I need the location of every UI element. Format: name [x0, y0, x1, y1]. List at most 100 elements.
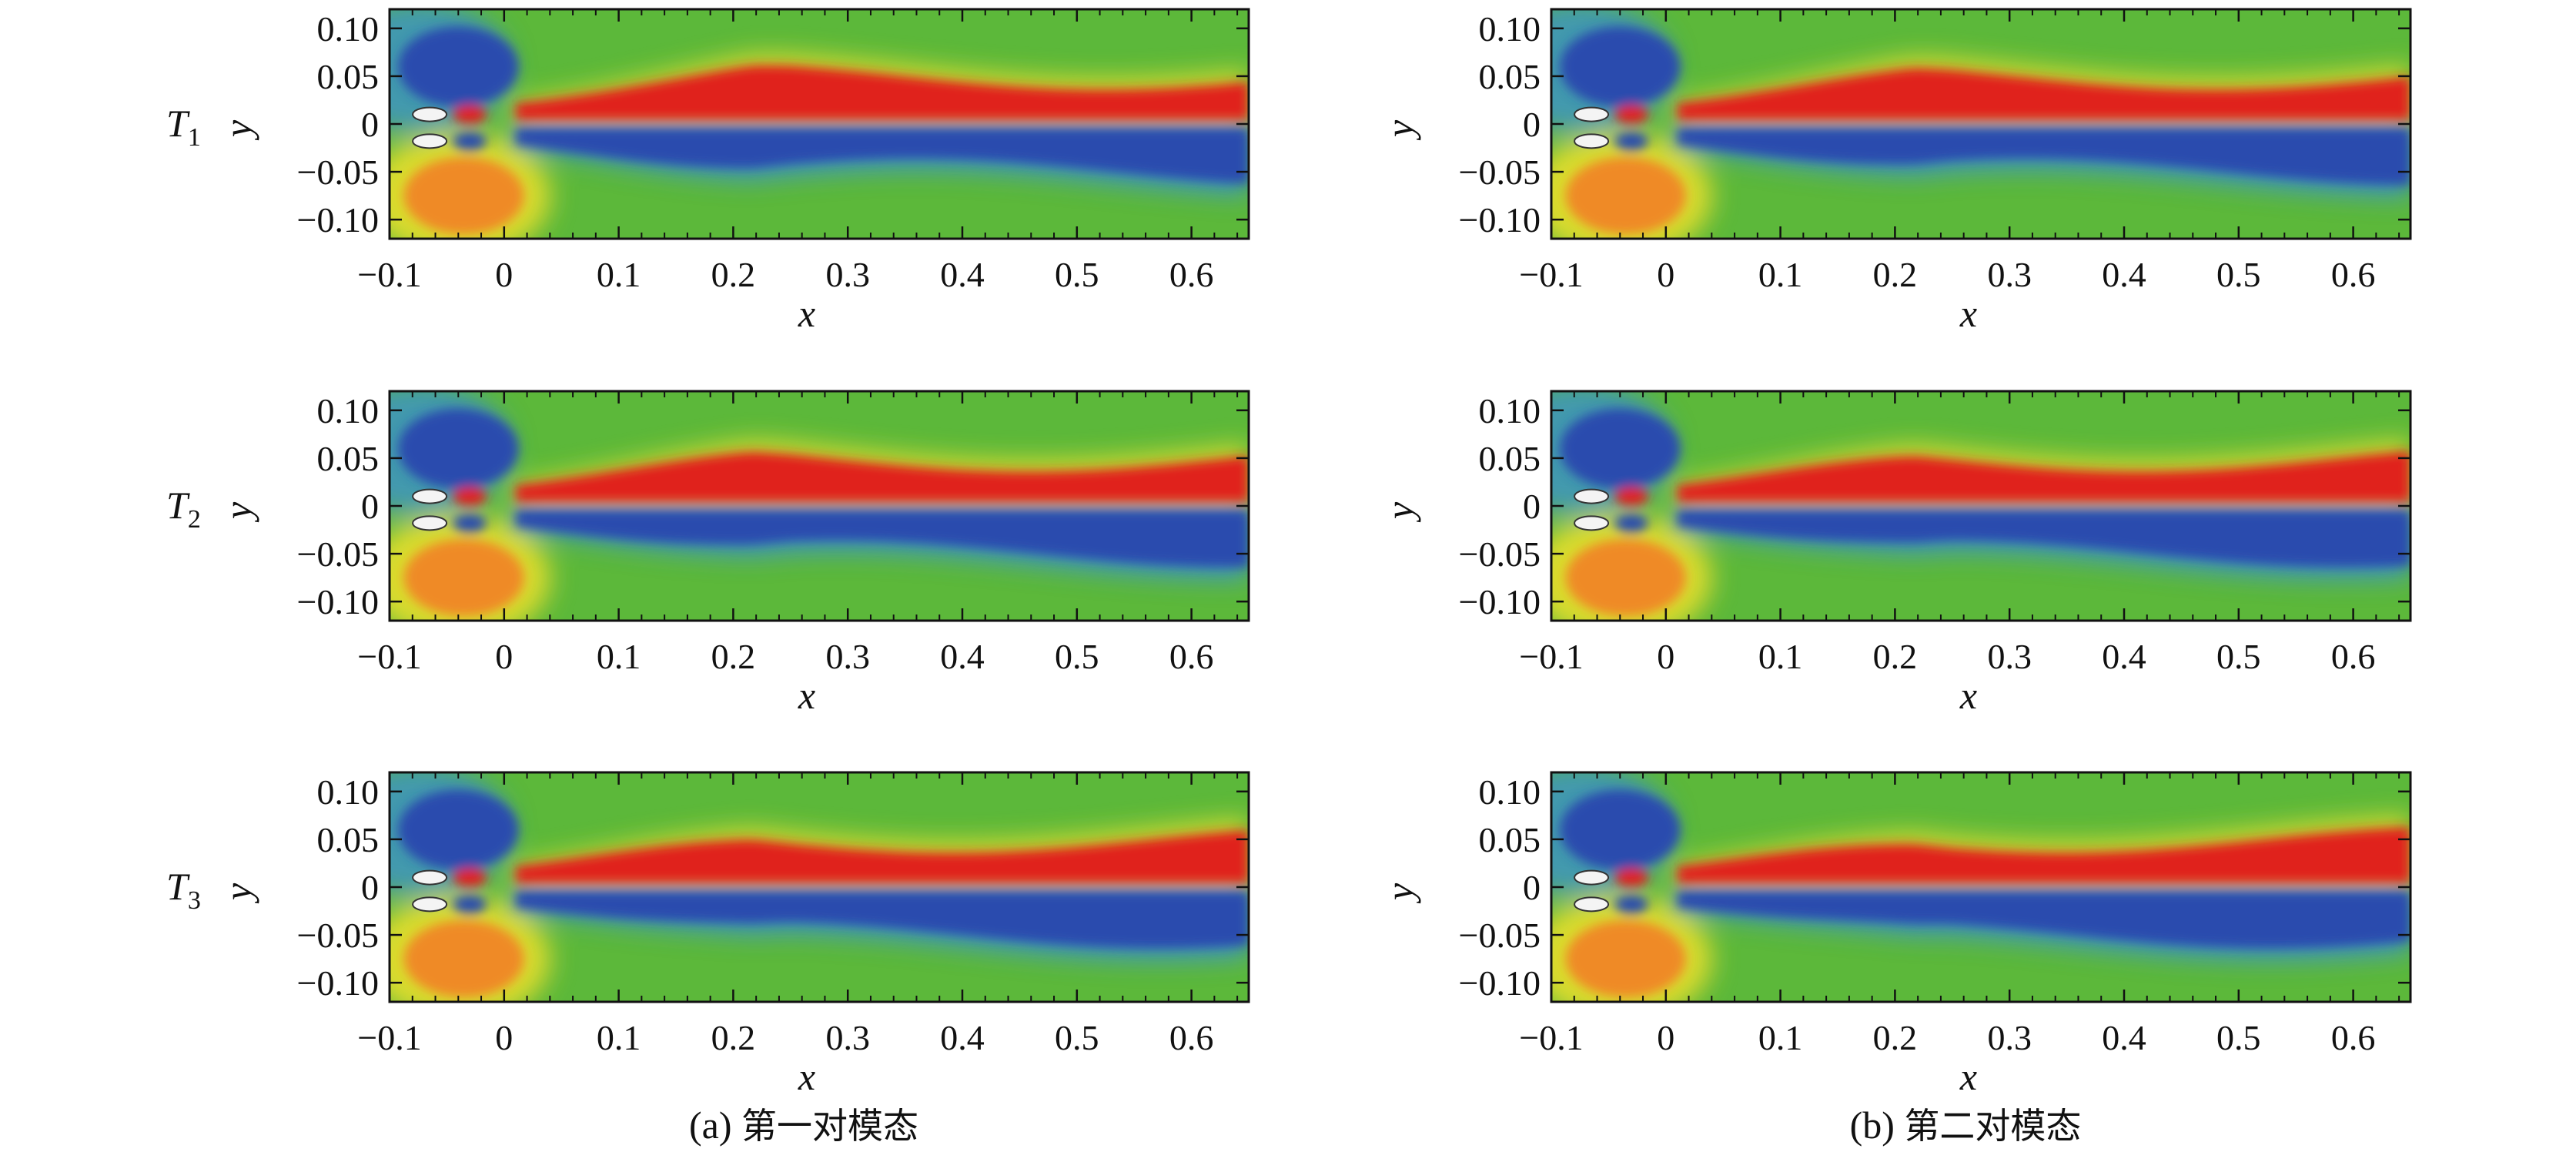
x-tick-label: 0.5: [2216, 255, 2261, 294]
lower-lobe: [403, 539, 524, 617]
y-tick-label: 0.10: [1479, 391, 1541, 430]
x-tick-label: 0.4: [2102, 637, 2146, 676]
y-tick-label: 0.10: [1479, 772, 1541, 812]
x-tick-label: −0.1: [357, 255, 421, 294]
negative-wake-band: [515, 891, 1249, 949]
contour-field: [1551, 391, 2410, 621]
y-tick-label: −0.10: [1459, 582, 1541, 621]
cylinder-1: [412, 106, 448, 122]
y-tick-label: 0: [1523, 868, 1541, 907]
panel-a-3: −0.1 0 0.1 0.2 0.3 0.4 0.5 0.60.100.050−0.05−0.…: [166, 771, 1250, 1098]
y-tick-label: 0: [361, 105, 379, 144]
x-tick-label: 0.6: [1169, 637, 1214, 676]
x-tick-label: 0.5: [2216, 637, 2261, 676]
y-axis-label: y: [1378, 882, 1421, 904]
y-axis-label: y: [1378, 119, 1421, 141]
positive-wake-band: [1677, 68, 2410, 120]
x-tick-label: 0.4: [2102, 1018, 2146, 1057]
upper-lobe: [1560, 26, 1681, 107]
panel-a-2: −0.1 0 0.1 0.2 0.3 0.4 0.5 0.60.100.050−0.05−0.…: [166, 390, 1250, 717]
x-tick-label: 0.2: [1873, 637, 1918, 676]
x-tick-label: −0.1: [357, 1018, 421, 1057]
x-tick-label: 0.4: [940, 255, 985, 294]
y-tick-label: 0: [361, 868, 379, 907]
gap-positive-spot: [453, 105, 487, 124]
x-tick-label: −0.1: [357, 637, 421, 676]
y-tick-label: 0.05: [1479, 820, 1541, 859]
x-tick-label: 0.2: [711, 637, 756, 676]
cylinder-2: [1574, 515, 1610, 531]
x-tick-label: 0.6: [2331, 1018, 2376, 1057]
gap-positive-spot: [453, 487, 487, 506]
cylinder-2: [412, 515, 448, 531]
panel-b-1: −0.1 0 0.1 0.2 0.3 0.4 0.5 0.60.100.050−0.05−0.…: [1378, 8, 2412, 335]
lower-lobe: [403, 157, 524, 235]
x-axis-label: x: [798, 674, 815, 717]
x-tick-label: 0.6: [1169, 255, 1214, 294]
gap-positive-spot: [1614, 868, 1649, 887]
x-tick-label: 0: [495, 1018, 513, 1057]
x-axis-label: x: [798, 1055, 815, 1098]
x-tick-label: 0.2: [711, 255, 756, 294]
gap-negative-spot: [453, 895, 487, 914]
row-label: T2: [166, 484, 201, 534]
gap-positive-spot: [1614, 105, 1649, 124]
row-label-main: T: [166, 484, 190, 527]
y-tick-label: 0.05: [317, 820, 380, 859]
x-tick-label: 0.4: [2102, 255, 2146, 294]
gap-negative-spot: [1614, 514, 1649, 533]
x-tick-label: 0.3: [825, 637, 870, 676]
cylinder-1: [1574, 106, 1610, 122]
gap-negative-spot: [453, 514, 487, 533]
negative-wake-band: [515, 510, 1249, 568]
row-label-main: T: [166, 102, 190, 145]
y-axis-label: y: [216, 882, 259, 904]
y-tick-label: −0.05: [1459, 534, 1541, 574]
row-label-sub: 3: [188, 886, 201, 915]
y-tick-label: 0.05: [317, 439, 380, 478]
y-tick-label: −0.10: [297, 963, 379, 1003]
cylinder-2: [412, 896, 448, 913]
cylinder-2: [1574, 133, 1610, 149]
y-tick-label: 0.10: [1479, 9, 1541, 49]
y-axis-label: y: [216, 501, 259, 523]
x-tick-label: −0.1: [1519, 255, 1583, 294]
x-tick-label: 0.1: [597, 637, 641, 676]
negative-wake-band: [1677, 510, 2410, 568]
y-tick-label: −0.05: [297, 916, 379, 955]
cylinder-1: [1574, 869, 1610, 886]
x-axis-label: x: [1959, 674, 1977, 717]
panel-b-3: −0.1 0 0.1 0.2 0.3 0.4 0.5 0.60.100.050−0.05−0.…: [1378, 771, 2412, 1098]
x-tick-label: 0.2: [1873, 1018, 1918, 1057]
x-tick-label: 0.1: [597, 1018, 641, 1057]
y-tick-label: −0.05: [297, 534, 379, 574]
x-tick-label: 0.1: [1758, 637, 1803, 676]
y-tick-label: −0.05: [297, 152, 379, 192]
negative-wake-band: [1677, 891, 2410, 949]
y-tick-label: 0: [1523, 105, 1541, 144]
panel-grid: −0.1 0 0.1 0.2 0.3 0.4 0.5 0.60.100.050−0.05−0.…: [166, 8, 2412, 1098]
caption-text: 第二对模态: [1904, 1105, 2081, 1147]
x-tick-label: 0.5: [2216, 1018, 2261, 1057]
y-tick-label: 0.05: [1479, 439, 1541, 478]
y-tick-label: 0.05: [317, 57, 380, 96]
x-tick-label: 0: [1657, 1018, 1674, 1057]
x-tick-label: 0.6: [2331, 255, 2376, 294]
contour-field: [390, 9, 1249, 239]
x-tick-label: 0.6: [1169, 1018, 1214, 1057]
negative-wake-band: [1677, 128, 2410, 186]
y-tick-label: 0: [1523, 487, 1541, 526]
caption-a: (a) 第一对模态: [689, 1103, 918, 1147]
x-tick-label: 0.3: [1987, 255, 2032, 294]
negative-wake-band: [515, 128, 1249, 184]
caption-b: (b) 第二对模态: [1850, 1103, 2082, 1147]
cylinder-2: [412, 133, 448, 149]
upper-lobe: [398, 26, 519, 107]
contour-field: [390, 391, 1249, 621]
y-tick-label: 0: [361, 487, 379, 526]
x-tick-label: 0: [495, 637, 513, 676]
gap-negative-spot: [1614, 895, 1649, 914]
cylinder-1: [1574, 488, 1610, 504]
lower-lobe: [1565, 920, 1686, 998]
